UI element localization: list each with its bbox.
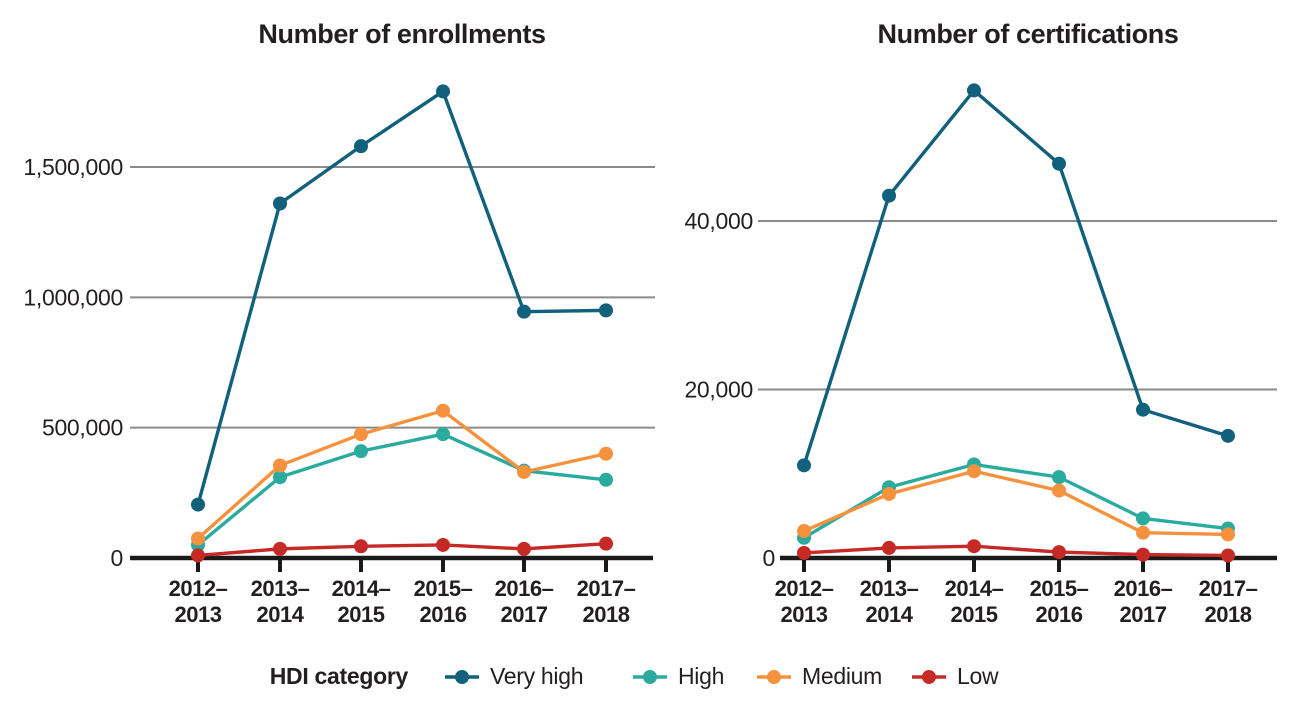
data-point [191,531,205,546]
data-point [436,537,450,552]
x-axis-label-line1: 2015– [414,576,473,601]
data-point [1221,527,1235,542]
series-very-high [191,84,613,512]
x-axis-label-line2: 2015 [338,602,385,627]
x-axis-label-line2: 2013 [781,602,828,627]
x-axis-label-line2: 2018 [1205,602,1252,627]
data-point [967,464,981,479]
data-point [273,470,287,485]
y-axis-label: 40,000 [684,208,753,234]
data-line [802,87,1229,466]
x-axis-label-line2: 2017 [501,602,548,627]
data-point [436,427,450,442]
data-point [1136,511,1150,526]
x-axis-label-line1: 2016– [495,576,554,601]
certifications-chart: 020,00040,0002012–20132013–20142014–2015… [684,83,1277,627]
data-point [797,524,811,539]
x-axis-label-line1: 2012– [169,576,228,601]
x-axis-label-line2: 2014 [866,602,914,627]
y-axis-label: 20,000 [684,377,753,403]
series-low [797,539,1235,563]
data-point [517,304,531,319]
data-point [967,83,981,98]
data-line [196,88,607,506]
data-point [1052,483,1066,498]
data-point [354,427,368,442]
x-axis-label-line1: 2013– [860,576,919,601]
x-axis-label-line1: 2014– [945,576,1004,601]
data-point [599,536,613,551]
data-point [599,303,613,318]
x-axis-label-line1: 2016– [1114,576,1173,601]
series-very-high [797,83,1235,473]
y-axis-label: 1,000,000 [23,284,123,310]
enrollments-chart-title: Number of enrollments [258,19,546,49]
x-axis-label-line1: 2017– [1199,576,1258,601]
certifications-chart-title: Number of certifications [877,19,1179,49]
data-point [273,541,287,556]
data-point [354,139,368,154]
data-point [882,540,896,555]
series-low [191,536,613,563]
series-medium [191,403,613,546]
data-point [1136,547,1150,562]
x-axis-label-line1: 2013– [251,576,310,601]
enrollments-chart: 0 500,000 1,000,000 1,500,000 2012–2013 2013–… [23,84,655,627]
data-point [1221,548,1235,563]
data-point [273,458,287,473]
x-axis-label-line2: 2016 [420,602,467,627]
x-axis-label-line2: 2015 [951,602,998,627]
data-point [191,548,205,563]
y-axis-label: 0 [111,545,124,571]
data-line [803,462,1229,540]
data-point [436,84,450,99]
data-point [599,472,613,487]
data-point [1052,470,1066,485]
data-point [797,458,811,473]
series-medium [797,464,1235,542]
x-axis-label-line1: 2017– [577,576,636,601]
data-point [882,188,896,203]
data-point [273,196,287,211]
y-axis-label: 500,000 [42,415,123,441]
data-line [197,541,607,558]
data-point [191,497,205,512]
data-point [882,486,896,501]
x-axis-label-line2: 2013 [175,602,222,627]
data-point [354,444,368,459]
x-axis-label-line2: 2014 [257,602,305,627]
x-axis-label-line2: 2017 [1120,602,1167,627]
x-axis-label-line1: 2015– [1030,576,1089,601]
data-line [803,469,1229,537]
data-point [1136,525,1150,540]
data-point [517,464,531,479]
data-line [196,432,607,547]
data-point [967,539,981,554]
x-axis-label-line1: 2012– [775,576,834,601]
y-axis-label: 1,500,000 [23,154,123,180]
data-point [1136,402,1150,417]
x-axis-label-line2: 2016 [1036,602,1083,627]
data-point [354,539,368,554]
data-point [1052,156,1066,171]
data-point [1221,428,1235,443]
x-axis-label-line1: 2014– [332,576,391,601]
y-axis-label: 0 [763,545,776,571]
data-line [803,544,1229,558]
data-line [196,408,607,540]
data-point [797,545,811,560]
data-point [1052,545,1066,560]
data-point [517,541,531,556]
data-point [436,403,450,418]
data-point [599,446,613,461]
x-axis-label-line2: 2018 [583,602,630,627]
